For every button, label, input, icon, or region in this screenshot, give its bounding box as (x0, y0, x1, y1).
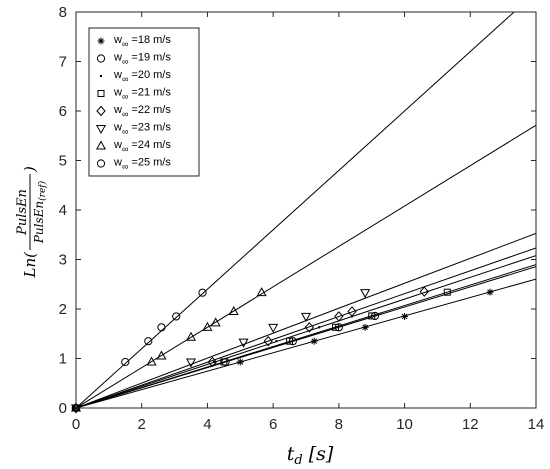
data-point-s7-5 (202, 321, 213, 331)
fit-line-7 (76, 124, 536, 408)
data-point-s6-3 (238, 338, 249, 348)
data-point-s4-3 (286, 337, 294, 345)
legend-marker (95, 125, 107, 135)
legend-item-5: w∞ =22 m/s (96, 104, 171, 119)
data-point-s7-4 (185, 331, 197, 341)
y-axis-label: Ln( PulsEn PulsEn(ref) ) (15, 166, 48, 278)
x-tick-label: 2 (138, 416, 146, 433)
legend-label: w∞ =25 m/s (113, 157, 171, 172)
legend-item-7: w∞ =24 m/s (95, 139, 171, 154)
data-point-s1-2 (236, 358, 244, 366)
data-point-s2-4 (334, 323, 343, 332)
data-point-s1-4 (361, 323, 369, 331)
data-point-s3-4 (317, 326, 321, 329)
data-point-s5-4 (304, 322, 314, 333)
legend-label: w∞ =18 m/s (113, 34, 171, 49)
legend-label: w∞ =20 m/s (113, 69, 171, 84)
data-point-s5-3 (263, 335, 273, 347)
fit-line-3 (76, 255, 536, 408)
legend-label: w∞ =21 m/s (113, 87, 171, 102)
y-tick-label: 1 (59, 351, 67, 368)
data-point-s5-6 (347, 306, 357, 317)
y-tick-label: 8 (59, 4, 67, 21)
data-point-s2-3 (288, 337, 297, 346)
legend-item-4: w∞ =21 m/s (97, 87, 171, 102)
data-point-s7-7 (228, 305, 239, 315)
data-point-s5-7 (419, 286, 429, 297)
x-tick-label: 14 (528, 416, 545, 433)
x-tick-label: 6 (269, 416, 277, 433)
legend-marker (99, 74, 103, 78)
legend-label: w∞ =24 m/s (113, 139, 171, 154)
data-point-s7-1 (70, 402, 82, 412)
legend-marker (97, 37, 105, 45)
y-tick-label: 6 (59, 103, 67, 120)
data-point-s8-4 (157, 323, 166, 332)
data-point-s5-5 (334, 311, 344, 322)
legend-marker (96, 159, 106, 168)
legend-label: w∞ =22 m/s (113, 104, 171, 119)
y-label-numerator: PulsEn (15, 189, 30, 236)
x-tick-label: 0 (72, 416, 80, 433)
y-tick-label: 4 (59, 202, 67, 219)
y-tick-label: 5 (59, 153, 67, 170)
legend-marker (96, 105, 106, 117)
fit-line-8 (76, 12, 515, 408)
data-point-s8-6 (198, 288, 207, 297)
data-point-s4-4 (332, 323, 340, 331)
legend-item-1: w∞ =18 m/s (97, 34, 171, 49)
data-point-s4-6 (443, 288, 451, 296)
x-tick-label: 10 (396, 416, 413, 433)
y-tick-label: 0 (59, 400, 67, 417)
data-point-s8-5 (172, 312, 181, 321)
legend-item-3: w∞ =20 m/s (99, 69, 171, 84)
data-point-s1-5 (401, 312, 409, 320)
legend-marker (95, 140, 107, 150)
legend: w∞ =18 m/s w∞ =19 m/s w∞ =20 m/s w∞ =21 m/s… (88, 27, 200, 177)
data-point-s7-8 (256, 287, 267, 297)
y-label-denominator: PulsEn(ref) (32, 180, 48, 244)
x-tick-label: 4 (203, 416, 211, 433)
data-point-s6-5 (300, 312, 312, 322)
legend-item-8: w∞ =25 m/s (96, 157, 171, 172)
legend-label: w∞ =19 m/s (113, 52, 171, 67)
legend-marker (97, 90, 105, 97)
x-axis-label: td [s] (287, 443, 334, 468)
data-point-s2-5 (370, 311, 380, 321)
data-point-s7-6 (210, 317, 221, 327)
data-point-s8-3 (144, 337, 153, 346)
data-point-s5-2 (207, 356, 218, 368)
y-tick-label: 7 (59, 54, 67, 71)
data-point-s1-6 (486, 288, 494, 296)
data-point-s7-2 (146, 356, 157, 366)
y-label-prefix: Ln( (21, 251, 39, 279)
data-point-s8-2 (121, 357, 130, 367)
y-tick-label: 2 (59, 301, 67, 318)
legend-item-6: w∞ =23 m/s (95, 122, 171, 137)
y-label-suffix: ) (21, 166, 39, 173)
x-tick-label: 8 (335, 416, 343, 433)
fit-line-1 (76, 278, 536, 408)
data-point-s4-5 (368, 312, 376, 320)
data-point-s7-3 (156, 350, 167, 360)
fit-line-4 (76, 264, 536, 408)
data-point-s3-3 (275, 339, 278, 343)
legend-label: w∞ =23 m/s (113, 122, 171, 137)
legend-marker (96, 54, 106, 63)
x-tick-label: 12 (462, 416, 479, 433)
data-point-s6-2 (185, 358, 197, 368)
data-point-s1-3 (310, 337, 318, 345)
data-point-s2-2 (221, 357, 230, 367)
data-point-s6-4 (268, 323, 279, 333)
y-tick-label: 3 (59, 252, 67, 269)
legend-item-2: w∞ =19 m/s (96, 52, 171, 67)
data-point-s4-2 (220, 358, 228, 366)
legend-box (88, 27, 200, 177)
data-point-s6-6 (360, 289, 371, 299)
data-point-s3-2 (212, 360, 216, 364)
